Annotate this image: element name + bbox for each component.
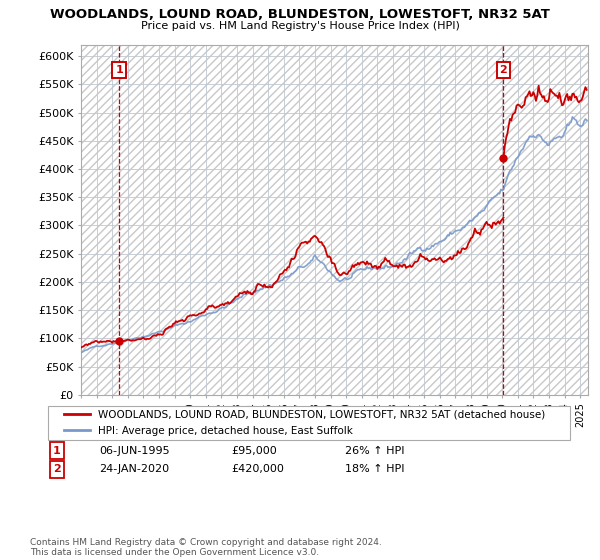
Text: 26% ↑ HPI: 26% ↑ HPI (345, 446, 404, 456)
Text: £95,000: £95,000 (231, 446, 277, 456)
Text: £420,000: £420,000 (231, 464, 284, 474)
Text: 1: 1 (53, 446, 61, 456)
Text: 1: 1 (115, 65, 123, 75)
Text: Contains HM Land Registry data © Crown copyright and database right 2024.
This d: Contains HM Land Registry data © Crown c… (30, 538, 382, 557)
Text: 2: 2 (53, 464, 61, 474)
Legend: WOODLANDS, LOUND ROAD, BLUNDESTON, LOWESTOFT, NR32 5AT (detached house), HPI: Av: WOODLANDS, LOUND ROAD, BLUNDESTON, LOWES… (58, 404, 550, 441)
Text: 2: 2 (499, 65, 507, 75)
Text: WOODLANDS, LOUND ROAD, BLUNDESTON, LOWESTOFT, NR32 5AT: WOODLANDS, LOUND ROAD, BLUNDESTON, LOWES… (50, 8, 550, 21)
Text: 06-JUN-1995: 06-JUN-1995 (99, 446, 170, 456)
FancyBboxPatch shape (48, 406, 570, 440)
Text: 18% ↑ HPI: 18% ↑ HPI (345, 464, 404, 474)
Text: Price paid vs. HM Land Registry's House Price Index (HPI): Price paid vs. HM Land Registry's House … (140, 21, 460, 31)
Text: 24-JAN-2020: 24-JAN-2020 (99, 464, 169, 474)
